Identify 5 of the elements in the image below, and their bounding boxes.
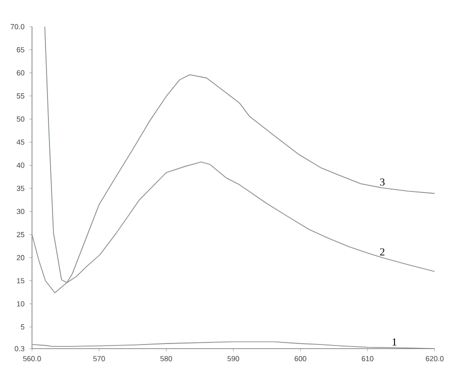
series-label: 1	[392, 338, 396, 346]
series-label: 2	[380, 248, 384, 256]
line-series	[44, 26, 435, 283]
line-series	[32, 161, 435, 294]
series-label: 3	[380, 178, 385, 186]
